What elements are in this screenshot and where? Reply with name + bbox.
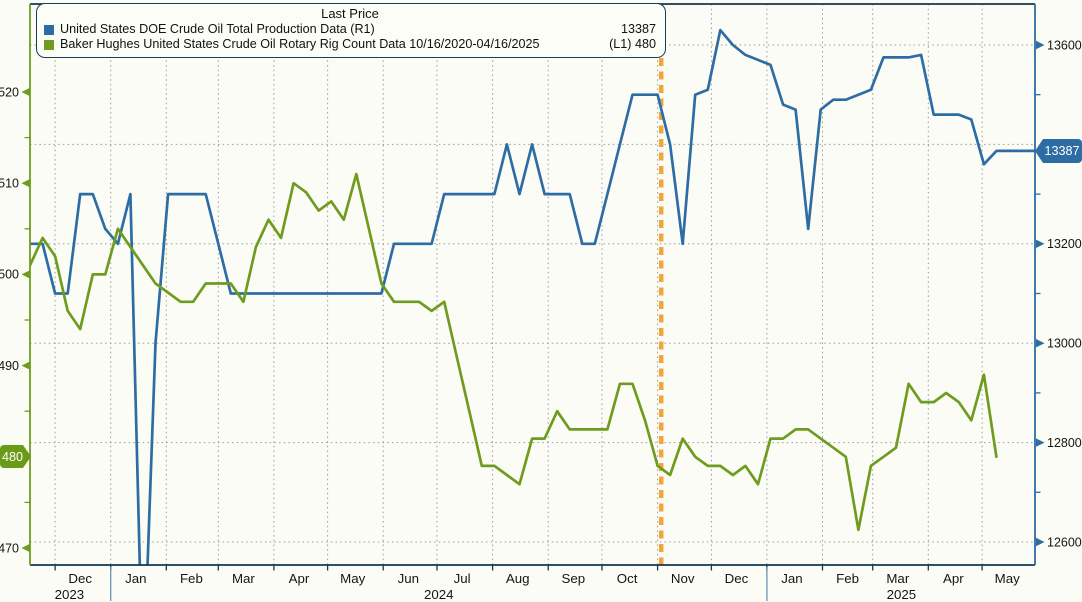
left-axis-label: 520	[0, 85, 19, 99]
left-axis-label: 510	[0, 177, 19, 191]
month-label: May	[340, 571, 365, 586]
year-label: 2023	[55, 587, 85, 602]
right-tick-arrow	[1036, 438, 1045, 447]
badge-text: 13387	[1044, 144, 1080, 158]
legend-label: United States DOE Crude Oil Total Produc…	[60, 22, 375, 36]
month-label: Nov	[671, 571, 695, 586]
legend-title: Last Price	[321, 6, 379, 21]
gridlines	[30, 4, 1035, 565]
production-series-swatch	[44, 24, 54, 35]
right-tick-arrow	[1036, 537, 1045, 547]
month-label: Feb	[180, 571, 203, 586]
right-tick-arrow	[1036, 339, 1045, 348]
right-axis-label: 13000	[1047, 337, 1082, 351]
left-axis-label: 490	[0, 359, 19, 373]
month-label: Jul	[454, 571, 471, 586]
left-tick-arrow	[21, 87, 30, 97]
left-axis-label: 500	[0, 268, 19, 282]
series-line-rig-count	[30, 172, 998, 532]
right-axis-label: 12800	[1047, 436, 1082, 450]
month-label: Mar	[232, 571, 255, 586]
right-tick-arrow	[1036, 40, 1045, 50]
month-label: Feb	[836, 571, 859, 586]
month-label: Aug	[506, 571, 530, 586]
series-layer	[30, 28, 1035, 565]
month-label: Oct	[617, 571, 638, 586]
left-axis-last-value-badge: 480	[0, 445, 31, 468]
badge-text: 480	[1, 449, 23, 464]
legend-value: (L1) 480	[609, 37, 656, 51]
month-label: Jan	[125, 571, 146, 586]
legend-label: Baker Hughes United States Crude Oil Rot…	[60, 37, 540, 51]
month-label: Apr	[289, 571, 310, 586]
legend-box: Last Price United States DOE Crude Oil T…	[36, 3, 666, 58]
month-label: Apr	[943, 571, 964, 586]
right-axis-last-value-badge: 13387	[1035, 139, 1082, 163]
month-label: Mar	[886, 571, 909, 586]
month-label: Dec	[725, 571, 749, 586]
month-label: Sep	[561, 571, 585, 586]
rig-count-series-swatch	[44, 39, 54, 50]
right-tick-arrow	[1036, 239, 1045, 248]
axis-labels: 520 510 500 490 470 13600 13200 13000 12800 12600…	[0, 38, 1082, 602]
legend-value: 13387	[620, 22, 656, 36]
left-tick-arrow	[21, 270, 30, 279]
series-line-production	[30, 28, 1035, 565]
left-tick-arrow	[21, 179, 30, 188]
month-label: Jun	[398, 571, 419, 586]
legend-row-rig-count[interactable]: Baker Hughes United States Crude Oil Rot…	[44, 37, 656, 52]
right-axis-label: 13200	[1047, 237, 1082, 251]
month-label: Dec	[68, 571, 92, 586]
plot-frame	[29, 3, 1036, 566]
right-axis-label: 13600	[1047, 38, 1082, 52]
month-label: Jan	[781, 571, 802, 586]
right-axis-label: 12600	[1047, 535, 1082, 549]
left-tick-arrow	[21, 543, 30, 553]
year-label: 2024	[424, 587, 454, 602]
left-axis-label: 470	[0, 541, 19, 555]
left-tick-arrow	[21, 361, 30, 370]
legend-row-production[interactable]: United States DOE Crude Oil Total Produc…	[44, 22, 656, 37]
year-label: 2025	[887, 587, 917, 602]
month-label: May	[995, 571, 1020, 586]
